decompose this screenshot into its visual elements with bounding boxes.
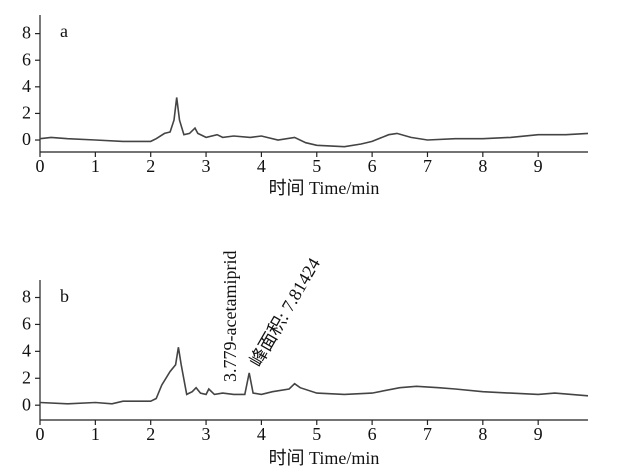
annotation: 峰面积: 7.81424 bbox=[246, 254, 324, 370]
x-tick-label: 6 bbox=[368, 156, 377, 176]
y-tick-label: 0 bbox=[22, 394, 31, 414]
x-tick-label: 2 bbox=[146, 424, 155, 444]
trace bbox=[39, 97, 589, 148]
y-tick-label: 0 bbox=[22, 129, 31, 149]
y-tick-label: 8 bbox=[22, 23, 31, 43]
x-tick-label: 4 bbox=[257, 156, 266, 176]
x-tick-label: 9 bbox=[534, 424, 543, 444]
y-tick-label: 2 bbox=[22, 103, 31, 123]
panel-label: b bbox=[60, 286, 69, 306]
x-axis-label: 时间 Time/min bbox=[269, 178, 380, 198]
y-tick-label: 4 bbox=[22, 340, 31, 360]
x-tick-label: 3 bbox=[202, 424, 211, 444]
y-tick-label: 6 bbox=[22, 49, 31, 69]
x-tick-label: 6 bbox=[368, 424, 377, 444]
x-tick-label: 4 bbox=[257, 424, 266, 444]
x-tick-label: 3 bbox=[202, 156, 211, 176]
x-tick-label: 9 bbox=[534, 156, 543, 176]
x-tick-label: 2 bbox=[146, 156, 155, 176]
panel-label: a bbox=[60, 21, 68, 41]
x-tick-label: 8 bbox=[478, 156, 487, 176]
y-tick-label: 8 bbox=[22, 287, 31, 307]
x-tick-label: 5 bbox=[312, 156, 321, 176]
y-tick-label: 4 bbox=[22, 76, 31, 96]
x-axis-label: 时间 Time/min bbox=[269, 448, 380, 468]
x-tick-label: 7 bbox=[423, 156, 432, 176]
x-tick-label: 7 bbox=[423, 424, 432, 444]
x-tick-label: 1 bbox=[91, 424, 100, 444]
x-tick-label: 0 bbox=[36, 156, 45, 176]
annotation: 3.779-acetamiprid bbox=[220, 251, 240, 382]
y-tick-label: 6 bbox=[22, 314, 31, 334]
y-tick-label: 2 bbox=[22, 367, 31, 387]
x-tick-label: 1 bbox=[91, 156, 100, 176]
x-tick-label: 5 bbox=[312, 424, 321, 444]
x-tick-label: 0 bbox=[36, 424, 45, 444]
trace bbox=[39, 347, 589, 405]
x-tick-label: 8 bbox=[478, 424, 487, 444]
